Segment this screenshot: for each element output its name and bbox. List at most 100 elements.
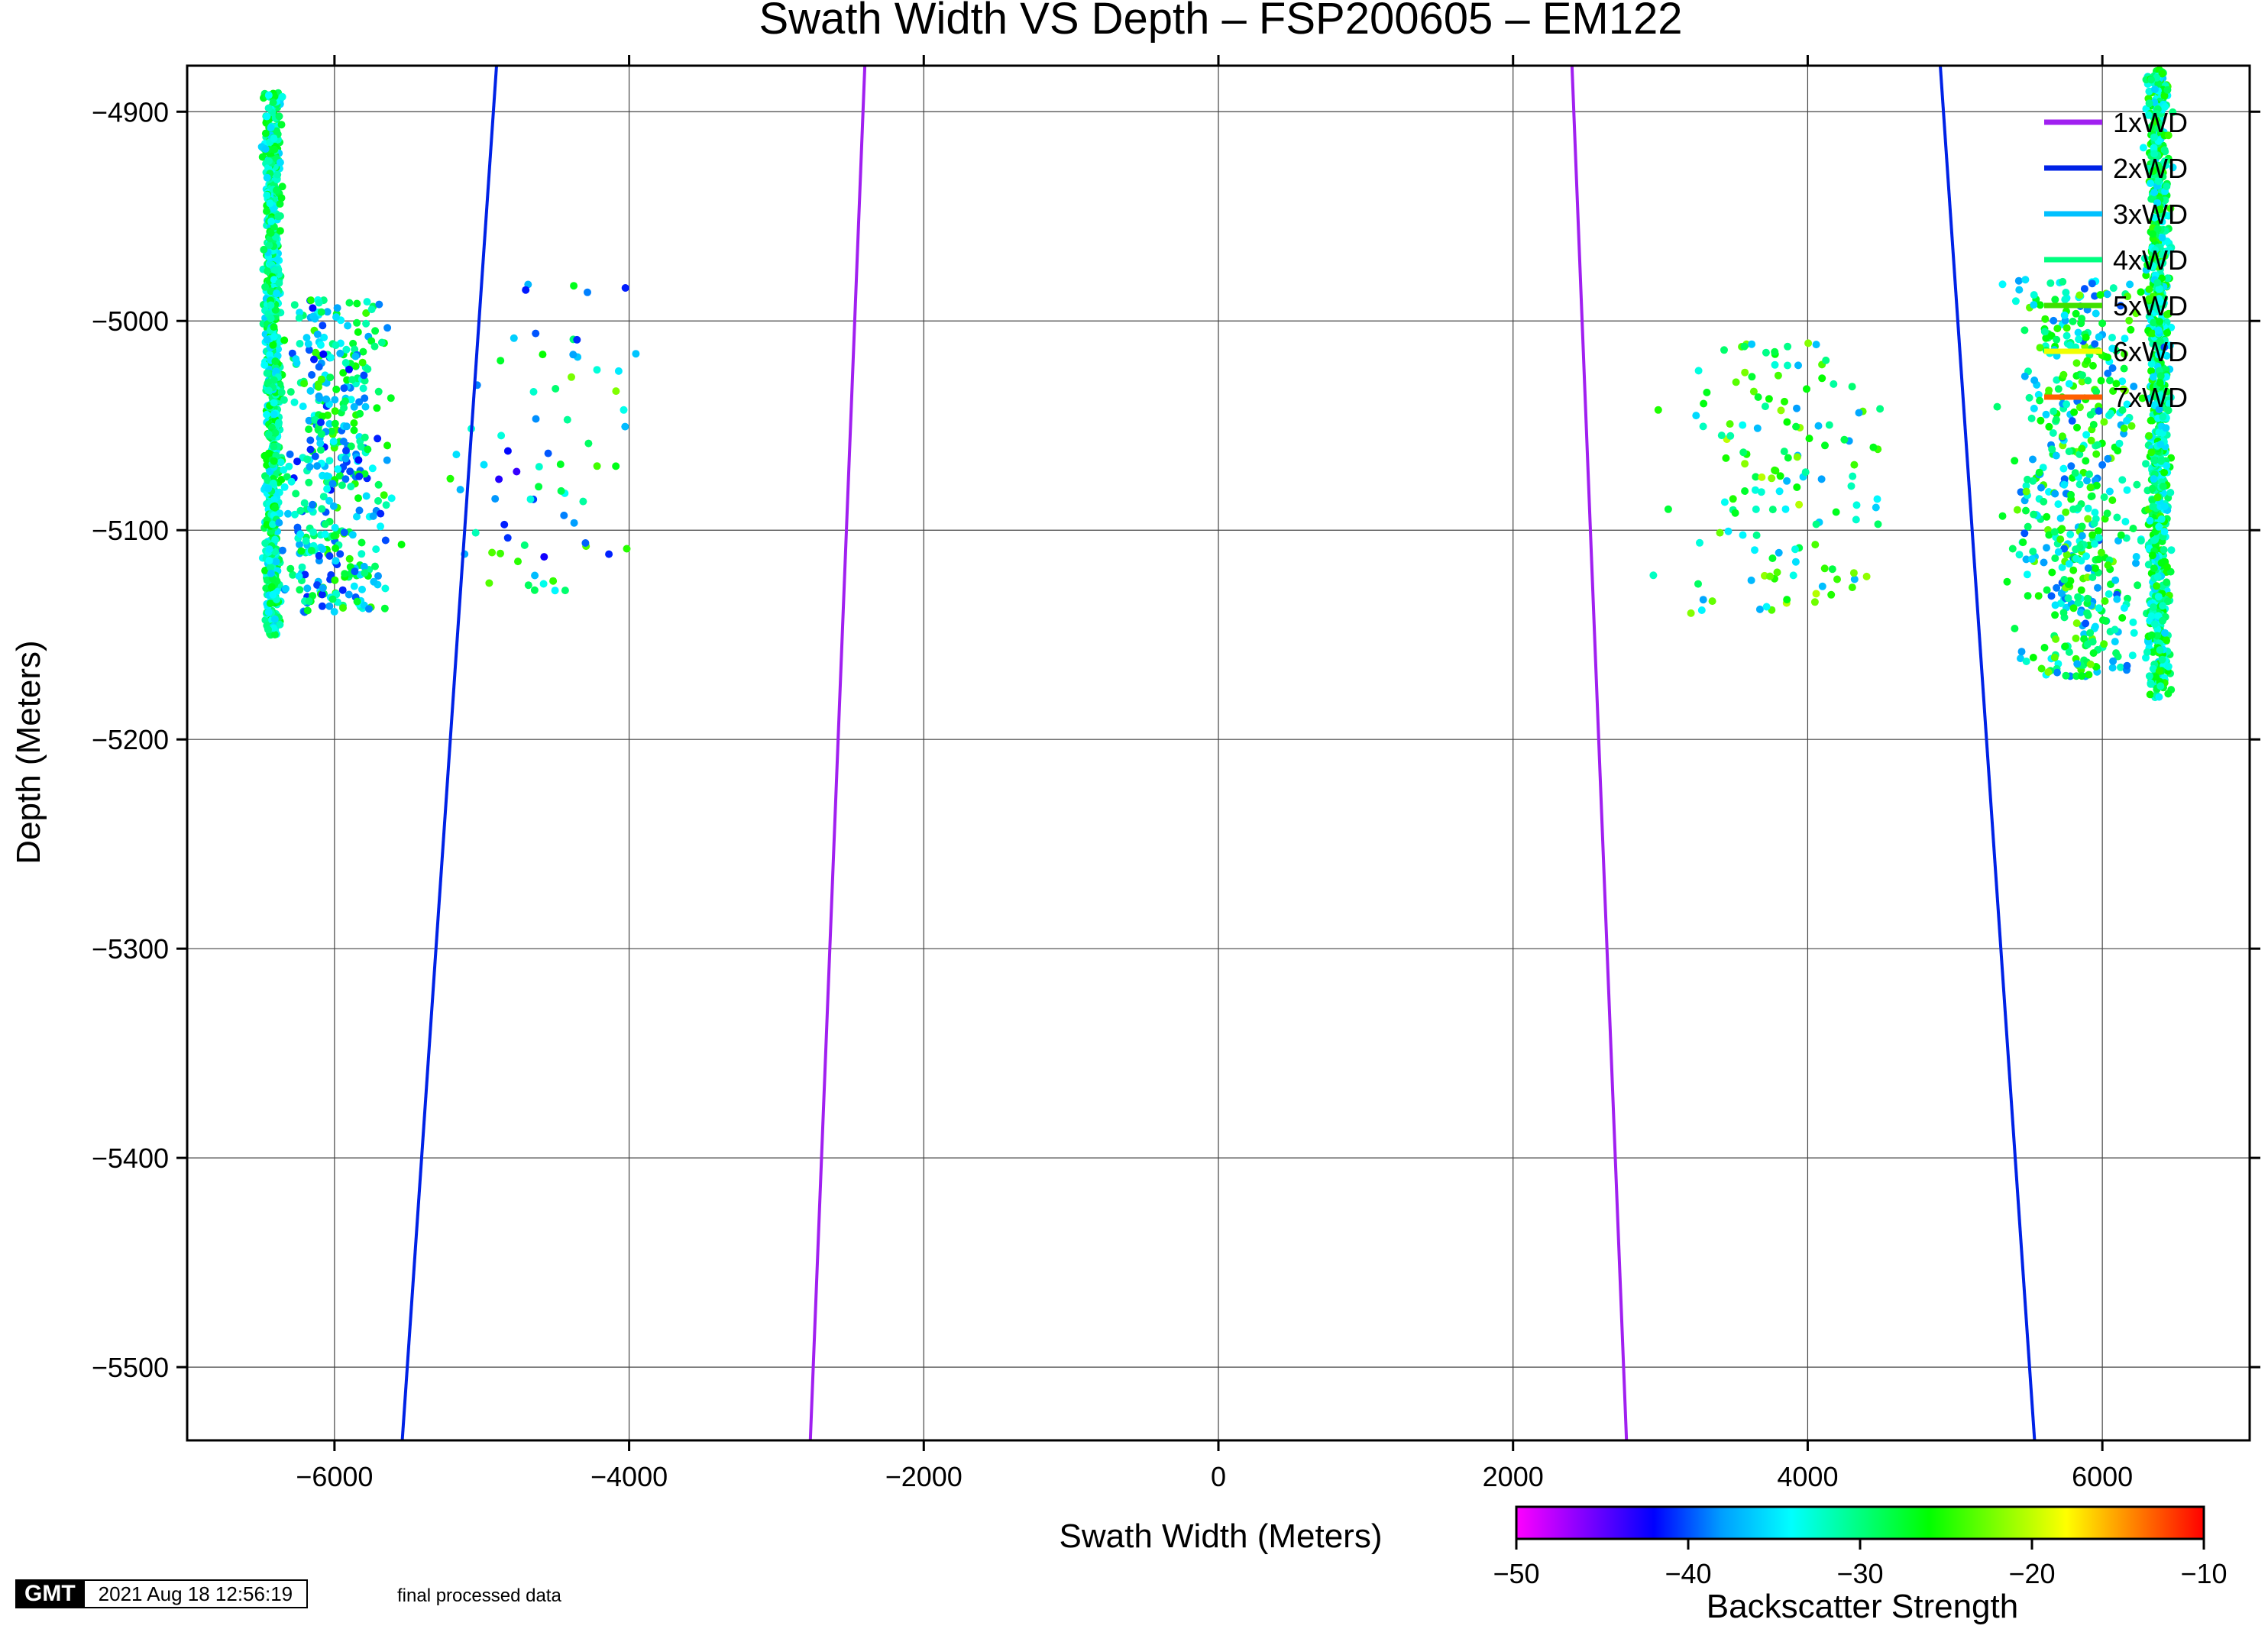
scatter-point: [2166, 489, 2175, 496]
scatter-point: [298, 563, 306, 571]
scatter-point: [276, 509, 284, 518]
scatter-point: [1697, 606, 1706, 614]
scatter-point: [2086, 660, 2095, 668]
scatter-point: [267, 569, 275, 577]
scatter-point: [280, 483, 289, 491]
scatter-point: [2149, 262, 2157, 270]
scatter-point: [2087, 436, 2095, 444]
scatter-point: [1753, 424, 1762, 432]
scatter-point: [316, 439, 325, 448]
scatter-point: [2113, 595, 2121, 603]
scatter-point: [264, 608, 273, 616]
scatter-point: [362, 492, 370, 500]
scatter-point: [2149, 503, 2157, 511]
scatter-point: [358, 550, 366, 558]
scatter-point: [2030, 404, 2038, 412]
scatter-point: [584, 439, 593, 448]
scatter-point: [303, 334, 311, 342]
scatter-point: [2082, 333, 2090, 341]
scatter-point: [503, 447, 512, 455]
scatter-point: [367, 305, 376, 314]
scatter-point: [2041, 315, 2050, 323]
scatter-point: [313, 462, 322, 470]
legend: 1xWD 2xWD 3xWD 4xWD 5xWD 6xWD 7xWD: [2044, 107, 2188, 413]
scatter-point: [561, 587, 569, 595]
scatter-point: [353, 597, 361, 606]
scatter-point: [2145, 431, 2153, 440]
scatter-point: [557, 486, 565, 495]
scatter-point: [1832, 508, 1840, 516]
scatter-point: [2150, 401, 2159, 409]
scatter-point: [1752, 473, 1760, 481]
scatter-point: [2091, 540, 2098, 548]
scatter-point: [2075, 335, 2083, 344]
scatter-point: [2048, 445, 2056, 454]
scatter-point: [1771, 360, 1779, 369]
scatter-point: [306, 436, 315, 444]
scatter-point: [1795, 500, 1804, 509]
scatter-point: [2147, 123, 2155, 131]
scatter-point: [2101, 597, 2109, 605]
x-tick-label: 0: [1211, 1461, 1226, 1492]
scatter-point: [2019, 538, 2027, 547]
scatter-point: [2106, 377, 2114, 385]
scatter-point: [2070, 408, 2079, 416]
scatter-point: [2065, 648, 2073, 656]
scatter-point: [2150, 564, 2158, 573]
scatter-point: [2163, 563, 2171, 571]
scatter-point: [326, 373, 335, 382]
scatter-point: [278, 92, 286, 101]
scatter-point: [2124, 594, 2131, 603]
scatter-point: [301, 570, 309, 579]
scatter-point: [522, 286, 530, 294]
scatter-point: [2059, 277, 2067, 286]
scatter-point: [2077, 319, 2085, 328]
scatter-point: [2051, 601, 2059, 609]
scatter-point: [383, 324, 392, 332]
scatter-point: [318, 505, 326, 513]
scatter-point: [2164, 131, 2173, 140]
scatter-point: [2011, 457, 2019, 465]
scatter-point: [2077, 609, 2085, 616]
scatter-point: [529, 388, 538, 396]
scatter-point: [308, 370, 316, 379]
scatter-point: [325, 420, 334, 428]
scatter-point: [350, 402, 358, 411]
scatter-point: [1758, 473, 1766, 481]
scatter-point: [2117, 531, 2125, 539]
scatter-point: [341, 397, 349, 406]
scatter-point: [2153, 305, 2162, 313]
scatter-point: [297, 547, 306, 555]
scatter-point: [2159, 616, 2167, 625]
scatter-point: [520, 541, 529, 549]
scatter-point: [2160, 146, 2169, 154]
scatter-point: [2127, 325, 2135, 334]
scatter-point: [2146, 690, 2154, 699]
scatter-point: [336, 550, 345, 558]
scatter-point: [1703, 388, 1711, 396]
scatter-point: [266, 199, 274, 208]
scatter-point: [1755, 605, 1764, 613]
scatter-point: [331, 396, 339, 404]
scatter-point: [375, 300, 383, 309]
scatter-point: [2049, 429, 2057, 437]
scatter-point: [2108, 496, 2117, 504]
scatter-point: [2145, 87, 2153, 95]
scatter-point: [2111, 625, 2119, 634]
scatter-point: [2118, 406, 2127, 414]
scatter-point: [270, 410, 278, 419]
scatter-point: [2024, 522, 2032, 531]
scatter-point: [2092, 387, 2101, 396]
scatter-point: [267, 217, 276, 225]
scatter-point: [2078, 532, 2086, 540]
scatter-point: [292, 355, 300, 364]
scatter-point: [269, 99, 277, 107]
scatter-point: [273, 255, 281, 263]
scatter-point: [290, 301, 299, 309]
scatter-point: [271, 305, 280, 314]
scatter-point: [593, 462, 601, 470]
scatter-point: [1793, 453, 1801, 461]
scatter-point: [372, 545, 380, 554]
scatter-point: [371, 327, 380, 335]
scatter-point: [2060, 576, 2069, 583]
